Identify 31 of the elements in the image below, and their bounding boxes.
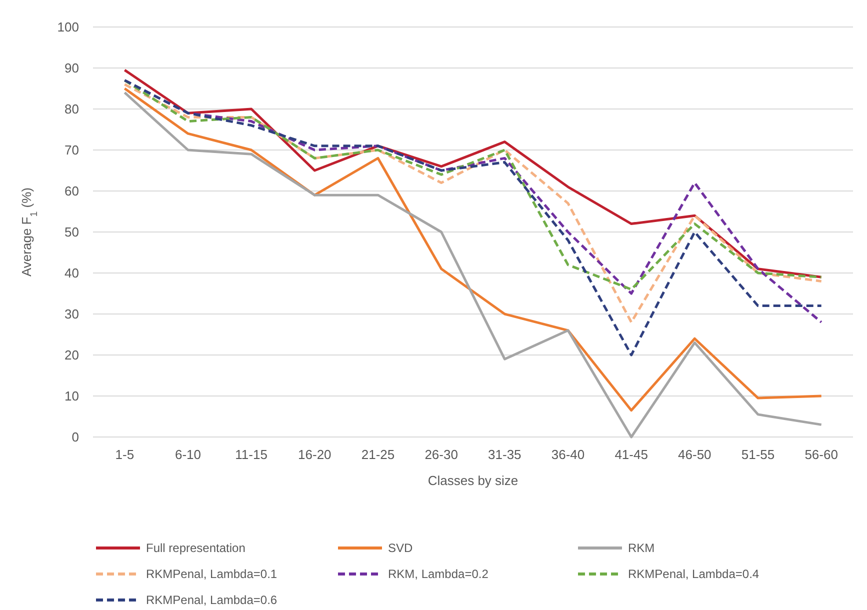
y-tick-label: 10 (64, 388, 79, 404)
y-tick-label: 30 (64, 306, 79, 322)
x-tick-label: 56-60 (804, 447, 838, 462)
x-tick-label: 31-35 (488, 447, 522, 462)
y-tick-label: 40 (64, 266, 79, 281)
legend-label: RKMPenal, Lambda=0.6 (146, 593, 278, 608)
x-tick-label: 46-50 (678, 447, 712, 462)
x-tick-label: 26-30 (424, 447, 458, 462)
y-tick-label: 20 (64, 348, 79, 363)
y-tick-label: 70 (64, 142, 79, 158)
legend-label: RKMPenal, Lambda=0.4 (628, 567, 760, 582)
y-tick-label: 80 (64, 102, 79, 117)
y-tick-label: 100 (57, 20, 79, 35)
legend-label: RKMPenal, Lambda=0.1 (146, 567, 278, 582)
x-tick-label: 41-45 (614, 447, 648, 462)
x-tick-label: 21-25 (361, 447, 395, 462)
x-tick-label: 1-5 (115, 447, 134, 462)
y-tick-label: 60 (64, 184, 79, 199)
x-axis-title: Classes by size (428, 473, 518, 488)
x-tick-label: 6-10 (174, 447, 202, 462)
legend-label: SVD (388, 541, 414, 556)
legend-label: RKM, Lambda=0.2 (388, 567, 489, 582)
y-tick-label: 0 (72, 430, 79, 445)
y-tick-label: 50 (64, 224, 79, 240)
legend-label: Full representation (146, 541, 246, 556)
y-tick-label: 90 (64, 60, 79, 76)
legend-label: RKM (628, 541, 655, 556)
x-tick-label: 11-15 (235, 447, 268, 462)
x-tick-label: 36-40 (551, 447, 585, 462)
x-tick-label: 51-55 (741, 447, 775, 462)
x-tick-label: 16-20 (298, 447, 332, 462)
